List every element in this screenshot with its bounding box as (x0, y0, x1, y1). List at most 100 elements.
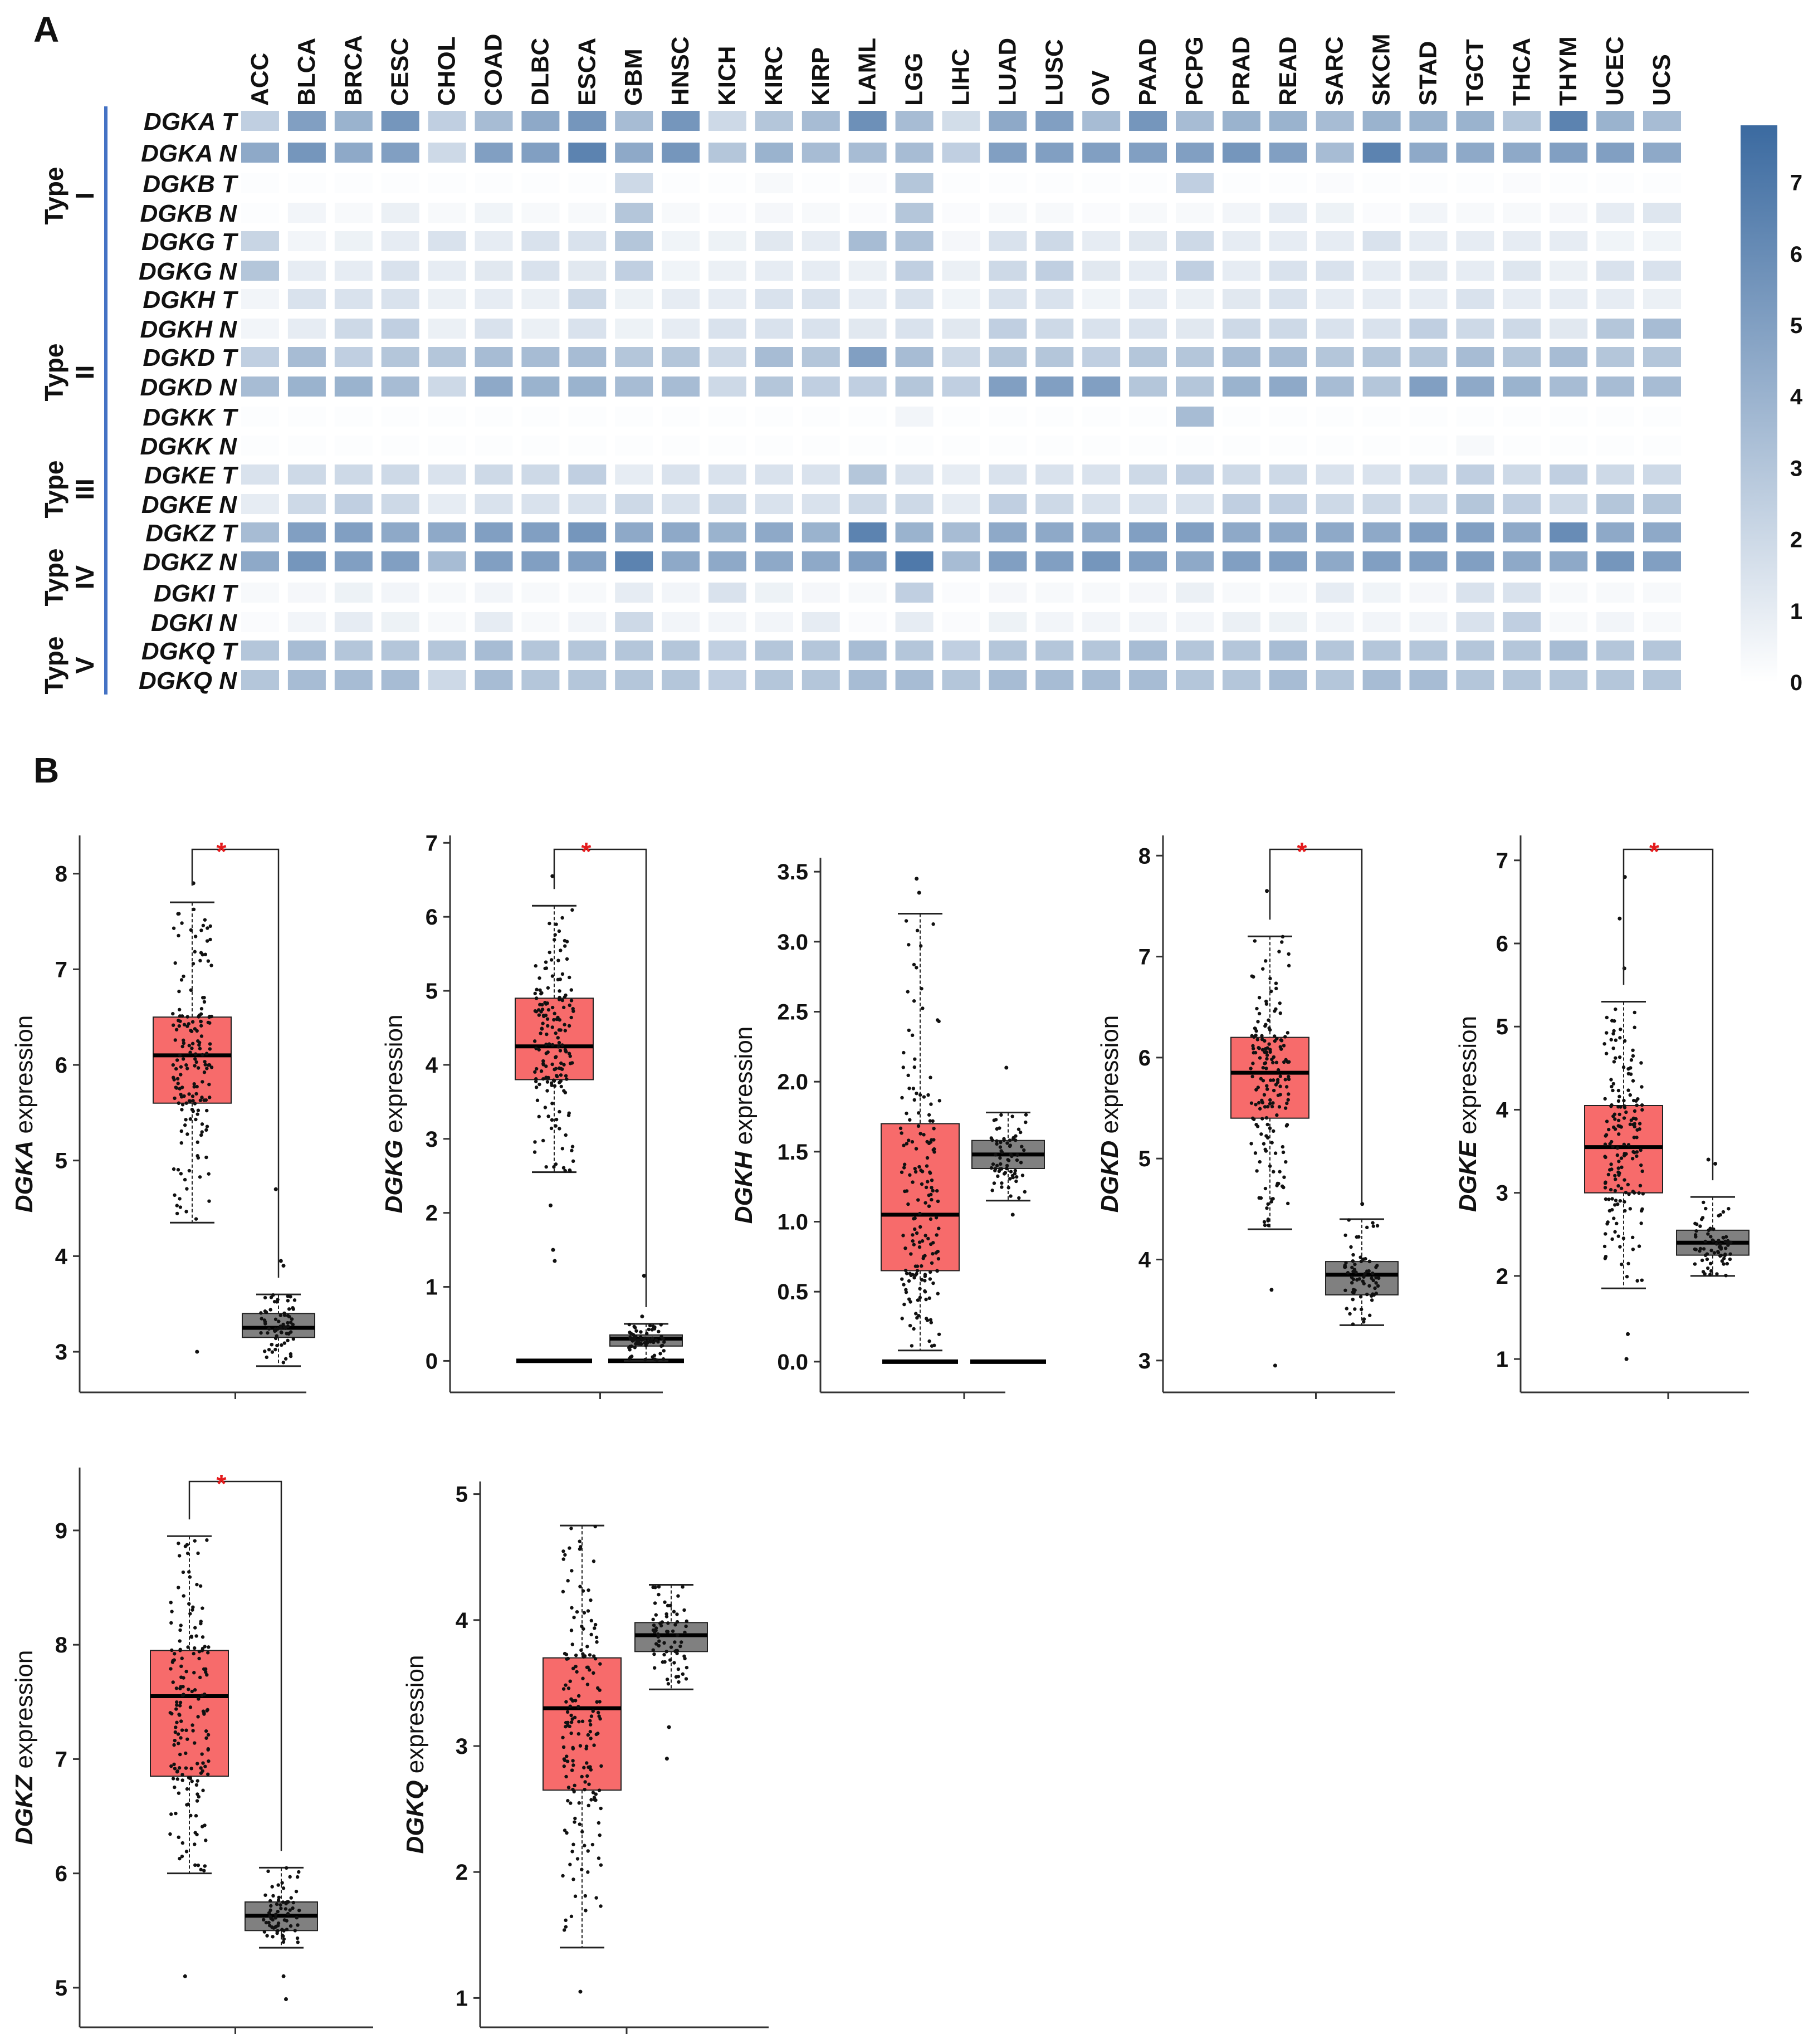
heatmap-cell (381, 319, 419, 339)
heatmap-cell (1503, 173, 1541, 193)
heatmap-cell (755, 407, 793, 427)
data-point (549, 1126, 554, 1131)
data-point (568, 1546, 571, 1550)
data-point (1016, 1127, 1021, 1131)
data-point (902, 1050, 906, 1055)
data-point (555, 1017, 559, 1021)
data-point (560, 1147, 565, 1151)
data-point (267, 1327, 271, 1331)
heatmap-cell (662, 612, 700, 632)
data-point (1604, 1180, 1607, 1184)
heatmap-cell (1362, 289, 1401, 309)
data-point (268, 1924, 272, 1928)
heatmap-cell (895, 376, 934, 397)
data-point (1253, 939, 1257, 943)
data-point (931, 1189, 935, 1193)
heatmap-cell (1176, 494, 1214, 514)
data-point (672, 1661, 676, 1665)
data-point (584, 1744, 589, 1748)
heatmap-cell (1129, 319, 1167, 339)
data-point (175, 1211, 179, 1216)
data-point (291, 1900, 296, 1905)
heatmap-cell (1596, 551, 1635, 571)
data-point (206, 1651, 210, 1655)
y-tick-label: 6 (426, 905, 438, 930)
data-point (209, 964, 213, 967)
data-point (1361, 1279, 1365, 1283)
data-point (937, 1332, 941, 1336)
data-point (569, 988, 573, 992)
data-point (208, 924, 212, 928)
heatmap-cell (1176, 289, 1214, 309)
data-point (926, 1236, 930, 1241)
data-point (568, 1679, 572, 1683)
heatmap-cell (708, 494, 746, 514)
data-point (175, 1204, 179, 1207)
data-point (569, 1629, 574, 1632)
outlier-point (183, 1974, 187, 1978)
data-point (568, 1168, 572, 1172)
data-point (912, 1098, 916, 1102)
data-point (1693, 1262, 1697, 1266)
outlier-point (278, 1259, 283, 1263)
y-axis-label: DGKQ expression (402, 1655, 429, 1854)
data-point (913, 1227, 917, 1231)
data-point (921, 1006, 925, 1010)
heatmap-cell (802, 464, 840, 485)
heatmap-cell (1503, 289, 1541, 309)
y-tick-label: 3 (55, 1340, 67, 1365)
data-point (264, 1920, 268, 1925)
data-point (546, 1050, 550, 1054)
data-point (599, 1806, 603, 1811)
data-point (1271, 1060, 1275, 1065)
data-point (196, 1066, 201, 1070)
heatmap-cell (1409, 173, 1448, 193)
heatmap-cell (521, 494, 560, 514)
data-point (208, 1042, 212, 1046)
data-point (1254, 1103, 1258, 1107)
data-point (289, 1924, 293, 1928)
data-point (577, 1801, 581, 1805)
heatmap-cell (1222, 551, 1260, 571)
data-point (539, 1069, 544, 1073)
data-point (936, 1256, 941, 1261)
data-point (902, 1302, 906, 1307)
data-point (197, 1794, 201, 1799)
heatmap-cell (568, 583, 607, 603)
y-tick-label: 7 (55, 1747, 67, 1772)
heatmap-cell (381, 376, 419, 397)
data-point (929, 1102, 933, 1106)
data-point (190, 1723, 194, 1727)
heatmap-cell (1082, 640, 1121, 661)
data-point (1603, 1097, 1607, 1101)
data-point (173, 1193, 177, 1197)
data-point (578, 1585, 582, 1588)
heatmap-cell (334, 407, 373, 427)
column-label: ESCA (573, 38, 600, 106)
data-point (263, 1295, 267, 1300)
data-point (294, 1889, 299, 1894)
data-point (565, 1657, 569, 1661)
data-point (203, 1692, 207, 1696)
data-point (925, 1156, 930, 1160)
heatmap-cell (942, 640, 980, 661)
data-point (912, 1327, 916, 1331)
heatmap-cell (1082, 670, 1121, 690)
data-point (569, 1015, 573, 1020)
data-point (1285, 1101, 1289, 1106)
heatmap-cell (1222, 640, 1260, 661)
data-point (915, 1091, 918, 1096)
heatmap-cell (942, 670, 980, 690)
data-point (1611, 1082, 1616, 1086)
data-point (173, 961, 177, 965)
data-point (541, 1059, 545, 1063)
data-point (203, 1864, 207, 1868)
data-point (931, 1251, 935, 1256)
data-point (1261, 967, 1265, 971)
data-point (1273, 1039, 1277, 1043)
data-point (189, 1029, 194, 1033)
data-point (187, 1044, 191, 1048)
heatmap-cell (1316, 612, 1354, 632)
y-tick-label: 1 (426, 1275, 438, 1300)
data-point (173, 1730, 177, 1734)
